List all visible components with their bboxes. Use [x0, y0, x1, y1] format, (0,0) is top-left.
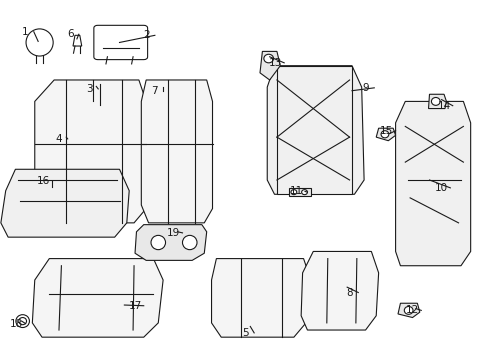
Ellipse shape: [264, 54, 273, 63]
Ellipse shape: [26, 29, 53, 56]
Text: 11: 11: [289, 186, 302, 197]
Bar: [288, 188, 310, 196]
Text: 5: 5: [242, 328, 248, 338]
Bar: [276, 66, 351, 194]
Ellipse shape: [19, 318, 26, 325]
Polygon shape: [1, 169, 129, 237]
Ellipse shape: [343, 285, 350, 293]
Polygon shape: [427, 94, 446, 109]
Polygon shape: [73, 35, 81, 46]
Ellipse shape: [290, 190, 296, 195]
Text: 13: 13: [268, 58, 282, 68]
Text: 16: 16: [36, 176, 49, 186]
Text: 3: 3: [86, 84, 93, 94]
Text: 17: 17: [128, 301, 142, 311]
Text: 1: 1: [22, 27, 28, 37]
FancyBboxPatch shape: [94, 25, 147, 60]
Text: 2: 2: [142, 30, 149, 40]
Text: 14: 14: [436, 101, 450, 111]
Polygon shape: [301, 251, 378, 330]
Polygon shape: [260, 51, 280, 80]
Text: 15: 15: [380, 126, 393, 136]
Ellipse shape: [430, 98, 439, 105]
Ellipse shape: [98, 103, 102, 108]
Ellipse shape: [380, 131, 388, 138]
Ellipse shape: [90, 99, 96, 104]
Polygon shape: [32, 258, 163, 337]
Ellipse shape: [151, 235, 165, 249]
Text: 7: 7: [151, 86, 158, 96]
Polygon shape: [35, 80, 146, 223]
Polygon shape: [397, 303, 419, 318]
Polygon shape: [135, 225, 206, 260]
Text: 18: 18: [10, 319, 23, 329]
Polygon shape: [395, 102, 469, 266]
Polygon shape: [337, 282, 356, 296]
Text: 10: 10: [434, 183, 447, 193]
Text: 9: 9: [362, 83, 368, 93]
Text: 12: 12: [405, 305, 418, 315]
Polygon shape: [375, 128, 395, 141]
Text: 4: 4: [56, 134, 62, 144]
Ellipse shape: [182, 235, 197, 249]
Polygon shape: [211, 258, 310, 337]
Text: 19: 19: [167, 228, 180, 238]
Ellipse shape: [301, 190, 307, 195]
Ellipse shape: [404, 306, 412, 314]
Text: 6: 6: [67, 29, 73, 39]
Ellipse shape: [16, 315, 29, 328]
Text: 8: 8: [346, 288, 352, 297]
Polygon shape: [267, 66, 364, 194]
Polygon shape: [141, 80, 212, 223]
